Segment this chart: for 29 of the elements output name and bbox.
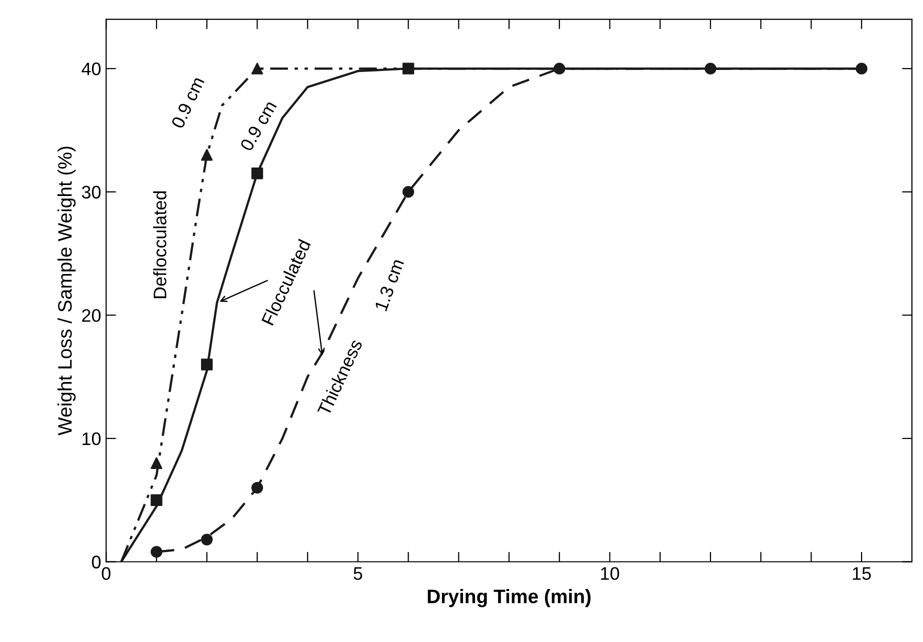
y-tick-label: 30 (82, 186, 101, 199)
y-tick-label: 20 (82, 309, 101, 322)
x-axis-title: Drying Time (min) (428, 589, 591, 608)
y-tick-label: 0 (92, 556, 101, 568)
point (201, 534, 213, 546)
point (402, 186, 414, 198)
annotation: 1.3 cm (374, 258, 404, 312)
annotation: 0.9 cm (170, 76, 205, 130)
point (201, 358, 213, 370)
point (856, 62, 868, 74)
x-tick-label: 5 (354, 567, 362, 580)
annotation: 0.9 cm (240, 100, 277, 152)
y-tick-label: 10 (82, 432, 101, 446)
point (251, 62, 264, 74)
point (402, 62, 414, 74)
point (251, 168, 264, 180)
y-tick-label: 40 (82, 62, 101, 76)
point (201, 149, 213, 161)
point (251, 482, 264, 494)
annotation: Deflocculated (153, 191, 166, 298)
point (150, 546, 162, 558)
x-tick-label: 10 (601, 567, 620, 580)
point (554, 62, 566, 74)
point (150, 494, 162, 506)
x-tick-label: 15 (852, 567, 871, 580)
point (150, 457, 162, 469)
y-axis-title: Weight Loss / Sample Weight (%) (58, 146, 76, 436)
point (704, 62, 716, 74)
x-tick-label: 0 (102, 567, 110, 580)
